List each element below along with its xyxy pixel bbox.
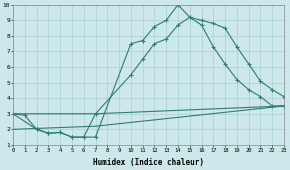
X-axis label: Humidex (Indice chaleur): Humidex (Indice chaleur)	[93, 158, 204, 167]
